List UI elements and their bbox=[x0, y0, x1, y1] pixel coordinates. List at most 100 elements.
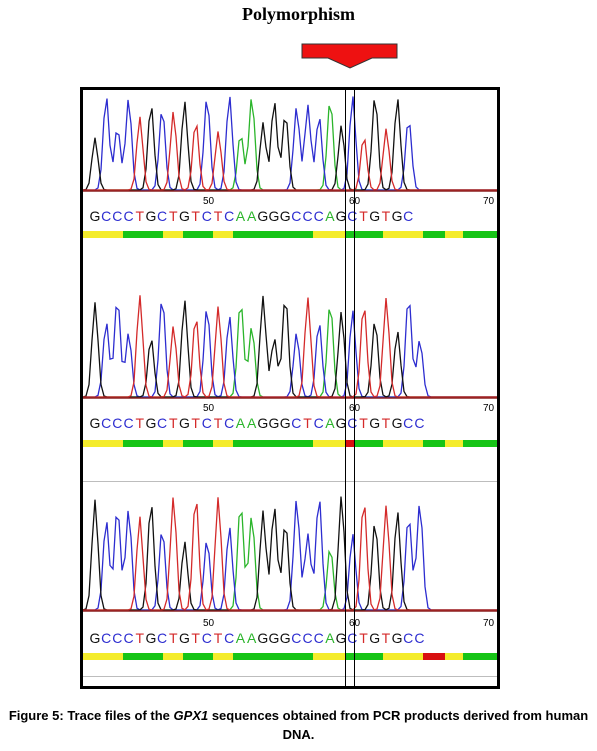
quality-bar-segment bbox=[213, 231, 233, 238]
base-letter: C bbox=[414, 630, 425, 646]
quality-bar-segment bbox=[183, 231, 213, 238]
quality-bar-segment bbox=[463, 440, 497, 447]
trace-line-t bbox=[83, 497, 497, 611]
base-letter: G bbox=[268, 415, 280, 431]
chromatogram-frame: 506070GCCCTGCTGTCTCAAGGGCCCAGCTGTGC 5060… bbox=[80, 87, 500, 689]
quality-bar-segment bbox=[83, 653, 123, 660]
base-letter: G bbox=[257, 208, 269, 224]
base-letter: A bbox=[246, 630, 257, 646]
base-letter: G bbox=[145, 630, 157, 646]
base-letter: T bbox=[213, 208, 223, 224]
base-letter: A bbox=[235, 630, 246, 646]
base-letter: A bbox=[325, 208, 335, 224]
quality-bar-segment bbox=[463, 231, 497, 238]
trace-line-t bbox=[83, 295, 497, 398]
base-letter: G bbox=[179, 415, 190, 431]
base-letter: G bbox=[179, 630, 190, 646]
base-letter: T bbox=[381, 208, 391, 224]
base-letter: T bbox=[191, 415, 200, 431]
base-letter: G bbox=[145, 415, 157, 431]
base-letter: C bbox=[201, 415, 212, 431]
base-letter: A bbox=[325, 630, 335, 646]
base-letter: C bbox=[201, 208, 212, 224]
base-sequence: GCCC TGC TGT C T CA AGGGCCCAGC TGTGCC bbox=[89, 630, 425, 646]
quality-bar-segment bbox=[233, 231, 313, 238]
quality-bar-segment bbox=[163, 231, 183, 238]
caption-prefix: Figure 5: Trace files of the bbox=[8, 708, 174, 723]
quality-bar-segment bbox=[345, 231, 355, 238]
base-letter: C bbox=[302, 208, 313, 224]
base-letter: T bbox=[213, 415, 223, 431]
base-letter: A bbox=[246, 415, 257, 431]
trace-line-t bbox=[83, 111, 497, 191]
base-letter: C bbox=[403, 208, 414, 224]
base-letter: C bbox=[313, 208, 324, 224]
base-letter: C bbox=[112, 630, 123, 646]
base-sequence: GCCC TGC TGT C T CA AGGGC T CAGC TGTGCC bbox=[89, 415, 425, 431]
trace-chart bbox=[83, 96, 497, 192]
base-letter: C bbox=[123, 630, 134, 646]
quality-bar-segment bbox=[445, 440, 463, 447]
base-letter: T bbox=[191, 208, 200, 224]
position-tick: 50 bbox=[203, 196, 215, 207]
base-letter: C bbox=[123, 415, 134, 431]
base-letter: C bbox=[157, 208, 168, 224]
base-letter: G bbox=[335, 415, 347, 431]
polymorphism-marker-line-right bbox=[354, 90, 355, 686]
base-letter: G bbox=[391, 630, 403, 646]
caption-gene: GPX1 bbox=[173, 708, 209, 723]
base-letter: C bbox=[403, 415, 414, 431]
base-letter: G bbox=[257, 415, 269, 431]
quality-bar-segment bbox=[345, 653, 355, 660]
base-letter: G bbox=[335, 208, 347, 224]
panel-divider bbox=[83, 676, 497, 677]
trace-panel-3: 506070GCCCTGCTGTCTCAAGGGCCCAGCTGTGCC bbox=[83, 490, 497, 680]
base-letter: C bbox=[313, 630, 324, 646]
trace-line-g bbox=[83, 295, 497, 398]
base-letter: C bbox=[291, 208, 302, 224]
base-letter: C bbox=[414, 415, 425, 431]
quality-bar-segment bbox=[163, 440, 183, 447]
base-letter: T bbox=[213, 630, 223, 646]
base-letter: C bbox=[313, 415, 324, 431]
base-letter: C bbox=[157, 415, 168, 431]
caption-suffix: sequences obtained from PCR products der… bbox=[208, 708, 589, 742]
base-letter: C bbox=[291, 630, 302, 646]
quality-bar-segment bbox=[233, 440, 313, 447]
base-letter: T bbox=[359, 208, 368, 224]
position-tick: 70 bbox=[483, 196, 495, 207]
base-letter: C bbox=[101, 208, 112, 224]
base-letter: T bbox=[381, 630, 391, 646]
quality-bar-segment bbox=[313, 653, 345, 660]
quality-bar-segment bbox=[445, 231, 463, 238]
base-letter: G bbox=[279, 415, 291, 431]
base-letter: C bbox=[112, 208, 123, 224]
base-letter: G bbox=[335, 630, 347, 646]
position-tick: 50 bbox=[203, 618, 215, 629]
quality-bar-segment bbox=[313, 440, 345, 447]
base-letter: G bbox=[279, 630, 291, 646]
base-letter: A bbox=[246, 208, 257, 224]
base-letter: G bbox=[391, 415, 403, 431]
base-letter: C bbox=[101, 415, 112, 431]
base-letter: G bbox=[369, 208, 381, 224]
base-letter: G bbox=[179, 208, 190, 224]
trace-chart bbox=[83, 496, 497, 612]
base-sequence: GCCC TGC TGT C T CA AGGGCCCAGC TGTGC bbox=[89, 208, 414, 224]
quality-bar-segment bbox=[423, 440, 445, 447]
polymorphism-marker-line-left bbox=[345, 90, 346, 686]
base-letter: T bbox=[359, 415, 368, 431]
figure-caption: Figure 5: Trace files of the GPX1 sequen… bbox=[0, 706, 597, 744]
base-letter: G bbox=[391, 208, 403, 224]
quality-bar-segment bbox=[383, 653, 423, 660]
base-letter: C bbox=[224, 208, 235, 224]
quality-bar-segment bbox=[345, 440, 355, 447]
base-letter: G bbox=[89, 630, 101, 646]
base-letter: G bbox=[369, 415, 381, 431]
trace-line-c bbox=[83, 303, 497, 398]
base-letter: C bbox=[347, 630, 358, 646]
base-letter: C bbox=[302, 630, 313, 646]
quality-bar-segment bbox=[355, 231, 383, 238]
base-letter: T bbox=[303, 415, 312, 431]
position-tick: 50 bbox=[203, 403, 215, 414]
